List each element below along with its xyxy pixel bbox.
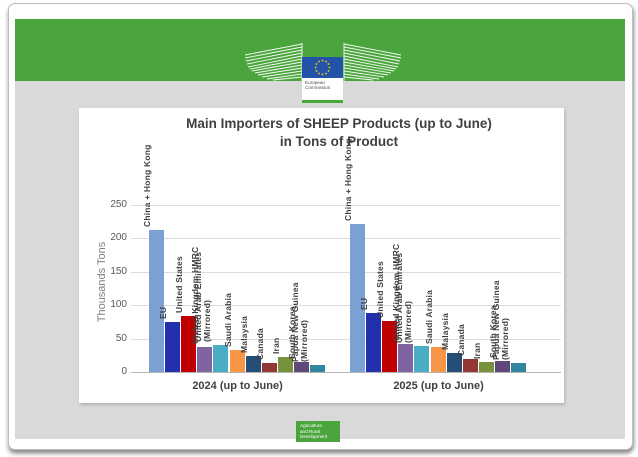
y-tick-label: 0 bbox=[121, 366, 127, 377]
european-commission-logo: European Commission bbox=[302, 57, 343, 103]
bar-2024-south-korea bbox=[293, 361, 309, 372]
bar-2024-united-states bbox=[181, 315, 197, 372]
bar-2025-canada bbox=[462, 358, 478, 372]
bar-2025-saudi-arabia bbox=[430, 347, 446, 372]
agriculture-rural-development-badge: Agriculture and Rural Development bbox=[296, 421, 340, 442]
bar-label: Canada bbox=[254, 327, 265, 360]
bar-2024-saudi-arabia bbox=[229, 349, 245, 372]
bar-2025-malaysia bbox=[446, 353, 462, 372]
gridline-50 bbox=[131, 338, 561, 340]
bar-label: Canada bbox=[455, 323, 466, 356]
category-label-2024: 2024 (up to June) bbox=[192, 380, 283, 392]
bar-2025-united-kingdom-hmrc bbox=[398, 343, 414, 372]
bar-2025-eu bbox=[366, 313, 382, 372]
chart-panel: Main Importers of SHEEP Products (up to … bbox=[79, 108, 564, 403]
bar-label: China + Hong Kong bbox=[142, 144, 152, 227]
ec-logo-wordmark: European Commission bbox=[302, 78, 343, 103]
ec-logo-underline bbox=[302, 100, 343, 103]
bar-label: United States bbox=[174, 255, 185, 313]
badge-line3: Development bbox=[300, 434, 328, 440]
bar-label: Iran bbox=[270, 337, 281, 354]
bar-2024-papua-new-guinea bbox=[310, 364, 325, 372]
bar-2025-united-arab-emirates bbox=[414, 345, 430, 372]
bar-2025-iran bbox=[478, 361, 494, 372]
bar-label: Saudi Arabia bbox=[222, 292, 233, 347]
bar-2024-canada bbox=[261, 362, 277, 372]
category-label-2025: 2025 (up to June) bbox=[393, 380, 484, 392]
bar-2024-malaysia bbox=[245, 355, 261, 372]
badge-line2: and Rural bbox=[300, 428, 320, 434]
bar-label: Saudi Arabia bbox=[423, 290, 434, 345]
y-tick-label: 50 bbox=[115, 332, 127, 344]
bar-2025-china-hong-kong bbox=[350, 223, 365, 372]
bar-2024-eu bbox=[165, 321, 181, 372]
y-tick-label: 100 bbox=[110, 299, 127, 311]
bar-2025-papua-new-guinea bbox=[511, 362, 526, 372]
ec-logo-line2: Commission bbox=[305, 85, 331, 91]
gridline-200 bbox=[131, 238, 561, 240]
gridline-150 bbox=[131, 271, 561, 273]
gridline-250 bbox=[131, 205, 561, 206]
berlaymont-right-graphic bbox=[343, 43, 402, 81]
eu-flag-icon bbox=[302, 57, 343, 78]
ec-logo-line1: European bbox=[305, 80, 325, 85]
bar-label: EU bbox=[359, 297, 370, 311]
bar-label: Malaysia bbox=[439, 313, 450, 351]
bar-2025-united-states bbox=[382, 321, 398, 372]
x-axis-line bbox=[131, 372, 561, 373]
chart-title: Main Importers of SHEEP Products (up to … bbox=[186, 116, 492, 131]
bar-label: United Arab Emirates (Mirrored) bbox=[192, 252, 212, 343]
badge-line1: Agriculture bbox=[300, 423, 322, 428]
berlaymont-left-graphic bbox=[244, 43, 303, 81]
bar-2024-united-kingdom-hmrc bbox=[197, 346, 213, 372]
bar-label: China + Hong Kong bbox=[343, 138, 353, 221]
bar-label: Iran bbox=[471, 342, 482, 359]
chart-subtitle: in Tons of Product bbox=[279, 134, 399, 149]
bar-label: Papua New Guinea (Mirrored) bbox=[289, 281, 309, 362]
slide-frame: European Commission Main Importers of SH… bbox=[8, 3, 633, 450]
bar-2025-south-korea bbox=[494, 361, 510, 372]
bar-label: United States bbox=[375, 261, 386, 319]
bar-2024-iran bbox=[277, 356, 293, 372]
bar-2024-united-arab-emirates bbox=[213, 345, 229, 372]
bar-label: United Arab Emirates (Mirrored) bbox=[393, 252, 413, 343]
y-tick-label: 150 bbox=[110, 265, 127, 277]
bar-label: EU bbox=[158, 306, 169, 319]
y-tick-label: 250 bbox=[110, 199, 127, 210]
y-tick-label: 200 bbox=[110, 232, 127, 244]
bar-label: Malaysia bbox=[238, 315, 249, 353]
bar-2024-china-hong-kong bbox=[149, 229, 164, 372]
bar-label: Papua New Guinea (Mirrored) bbox=[490, 279, 510, 360]
gridline-100 bbox=[131, 305, 561, 307]
